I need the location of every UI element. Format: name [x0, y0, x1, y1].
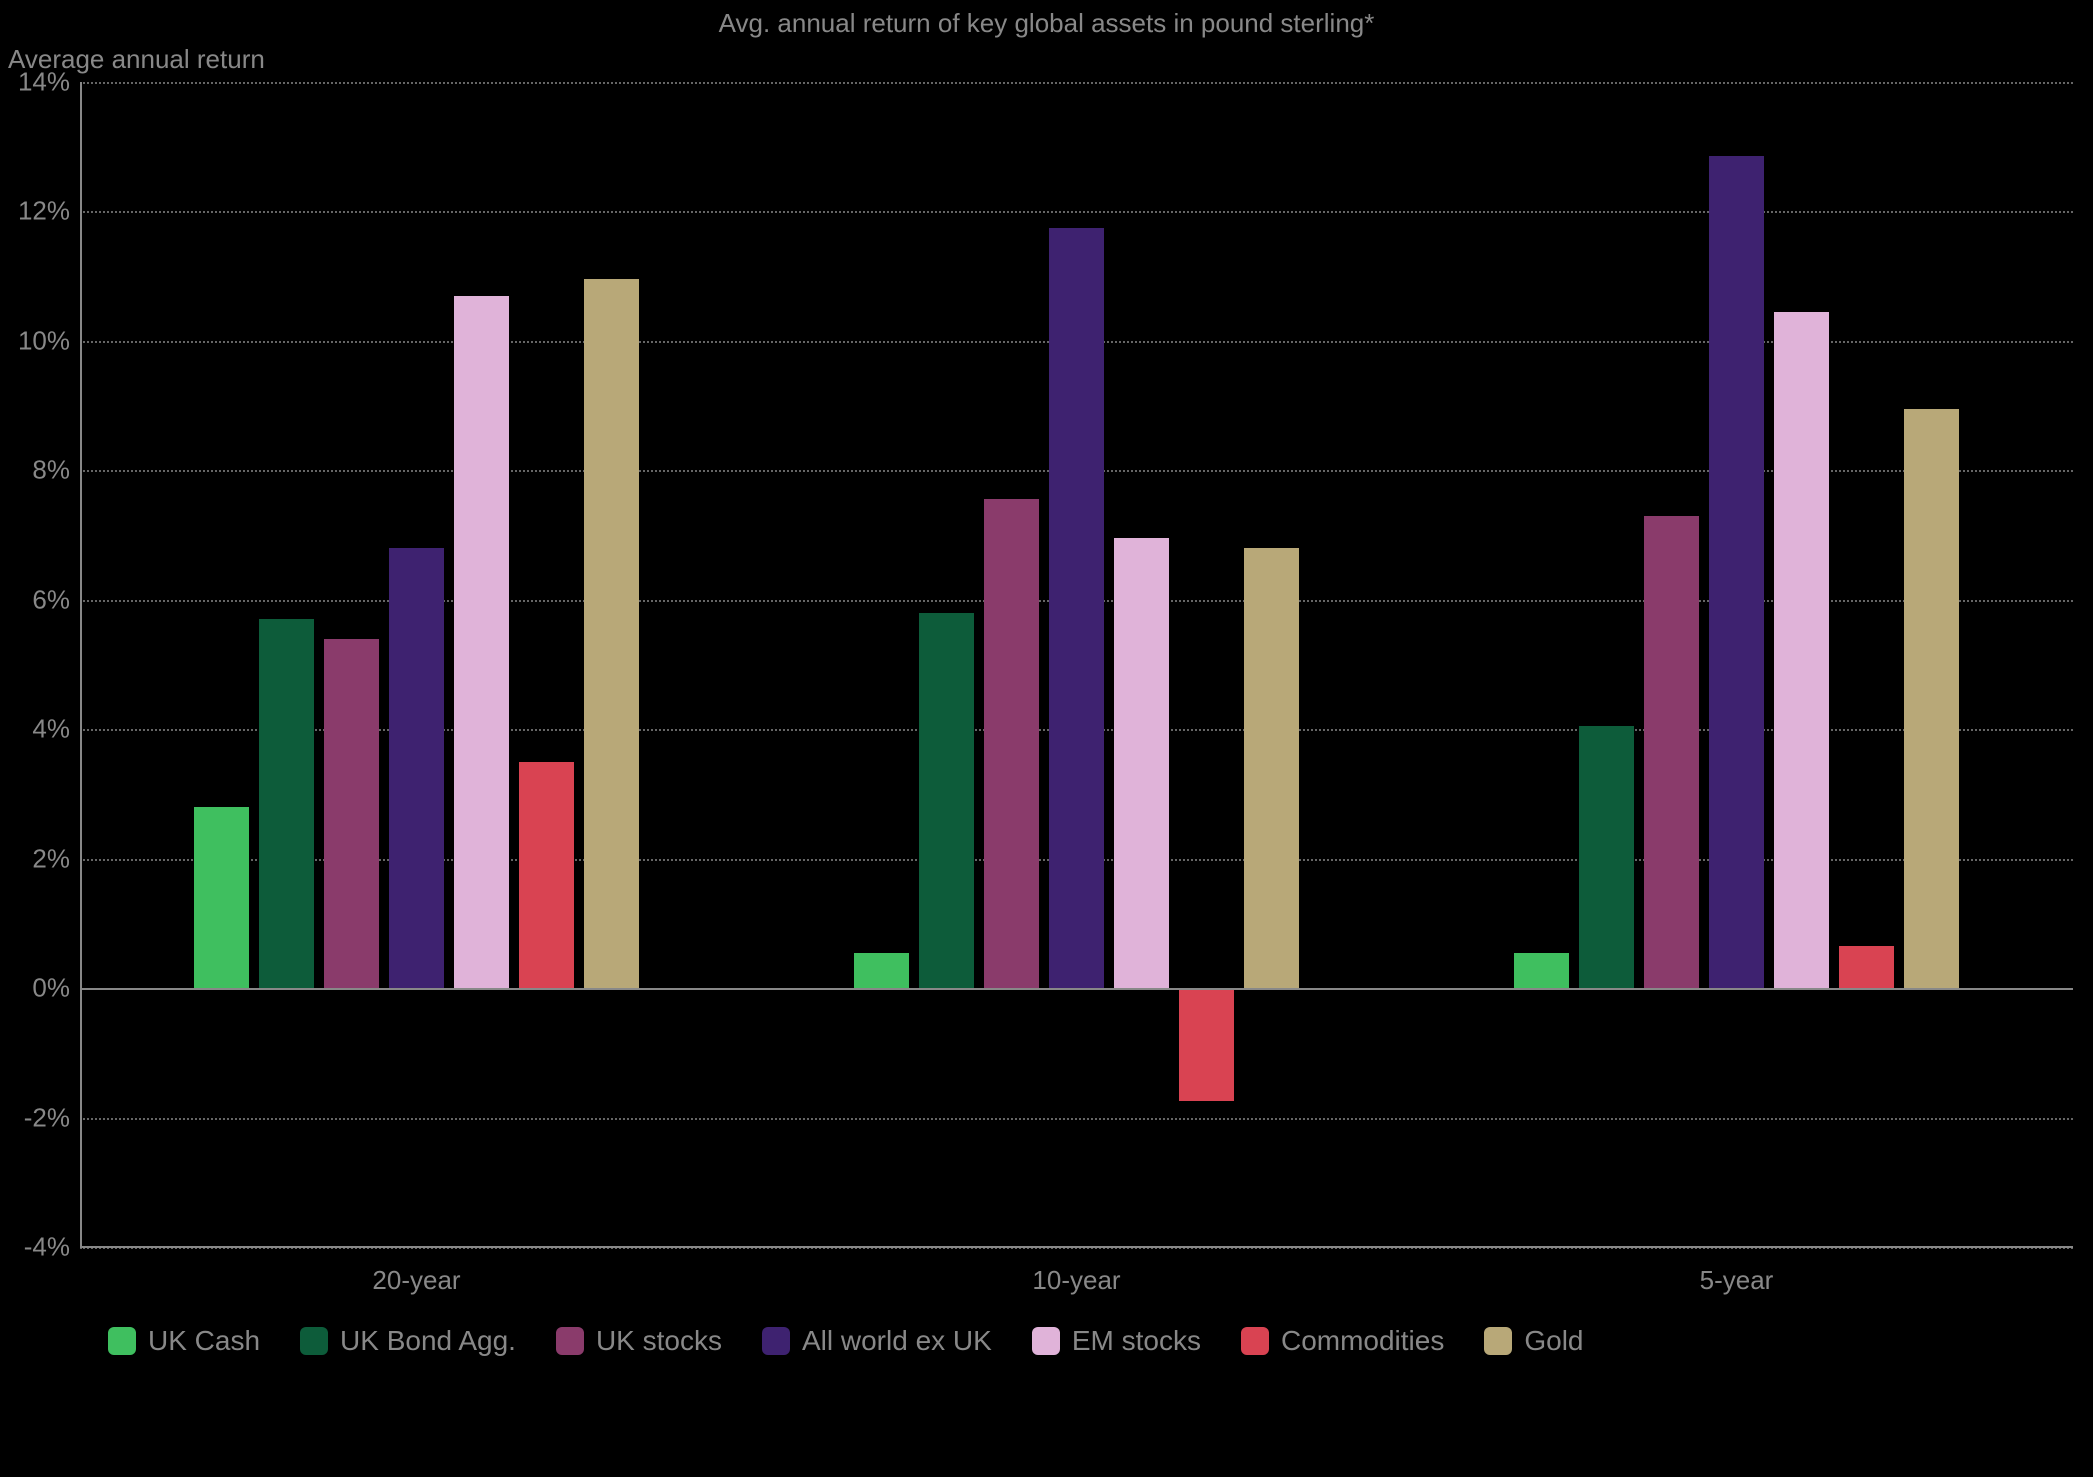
legend-item: UK Bond Agg.: [300, 1325, 516, 1357]
bar: [919, 613, 974, 988]
y-tick-label: 4%: [32, 714, 70, 745]
y-tick-label: 6%: [32, 584, 70, 615]
legend: UK Cash UK Bond Agg. UK stocks All world ex…: [108, 1325, 1584, 1357]
bar: [1244, 548, 1299, 988]
bar: [1904, 409, 1959, 988]
bar: [854, 953, 909, 989]
bar: [1179, 988, 1234, 1101]
legend-label: Gold: [1524, 1325, 1583, 1357]
plot-area: [80, 82, 2073, 1247]
y-tick-label: 2%: [32, 843, 70, 874]
y-tick-label: -2%: [24, 1102, 70, 1133]
legend-swatch: [1241, 1327, 1269, 1355]
legend-item: UK Cash: [108, 1325, 260, 1357]
bar: [1579, 726, 1634, 988]
x-tick-label: 5-year: [1700, 1265, 1774, 1296]
y-tick-label: 14%: [18, 67, 70, 98]
x-axis-zero-line: [80, 988, 2073, 990]
bar: [194, 807, 249, 988]
legend-swatch: [108, 1327, 136, 1355]
bar: [519, 762, 574, 989]
legend-label: EM stocks: [1072, 1325, 1201, 1357]
gridline: [80, 211, 2073, 213]
gridline: [80, 1118, 2073, 1120]
bar: [1114, 538, 1169, 988]
bar: [984, 499, 1039, 988]
legend-item: Commodities: [1241, 1325, 1444, 1357]
legend-item: Gold: [1484, 1325, 1583, 1357]
y-tick-label: 8%: [32, 455, 70, 486]
chart-title: Avg. annual return of key global assets …: [719, 8, 1375, 39]
bar: [324, 639, 379, 989]
bar: [259, 619, 314, 988]
legend-item: EM stocks: [1032, 1325, 1201, 1357]
legend-item: All world ex UK: [762, 1325, 992, 1357]
x-tick-label: 20-year: [372, 1265, 460, 1296]
legend-label: Commodities: [1281, 1325, 1444, 1357]
bar: [1709, 156, 1764, 988]
legend-label: UK Bond Agg.: [340, 1325, 516, 1357]
bar: [1049, 228, 1104, 988]
x-tick-label: 10-year: [1032, 1265, 1120, 1296]
legend-label: UK Cash: [148, 1325, 260, 1357]
gridline: [80, 82, 2073, 84]
bar: [1774, 312, 1829, 988]
x-axis-bottom-line: [80, 1246, 2073, 1248]
y-tick-label: 0%: [32, 973, 70, 1004]
legend-swatch: [762, 1327, 790, 1355]
y-tick-label: -4%: [24, 1232, 70, 1263]
chart-container: Avg. annual return of key global assets …: [0, 0, 2093, 1477]
bar: [1839, 946, 1894, 988]
bar: [1514, 953, 1569, 989]
legend-label: All world ex UK: [802, 1325, 992, 1357]
y-tick-label: 12%: [18, 196, 70, 227]
bar: [389, 548, 444, 988]
legend-label: UK stocks: [596, 1325, 722, 1357]
legend-item: UK stocks: [556, 1325, 722, 1357]
legend-swatch: [300, 1327, 328, 1355]
bar: [454, 296, 509, 989]
y-tick-label: 10%: [18, 325, 70, 356]
legend-swatch: [1484, 1327, 1512, 1355]
legend-swatch: [556, 1327, 584, 1355]
legend-swatch: [1032, 1327, 1060, 1355]
bar: [584, 279, 639, 988]
y-axis-line: [80, 82, 82, 1247]
bar: [1644, 516, 1699, 988]
